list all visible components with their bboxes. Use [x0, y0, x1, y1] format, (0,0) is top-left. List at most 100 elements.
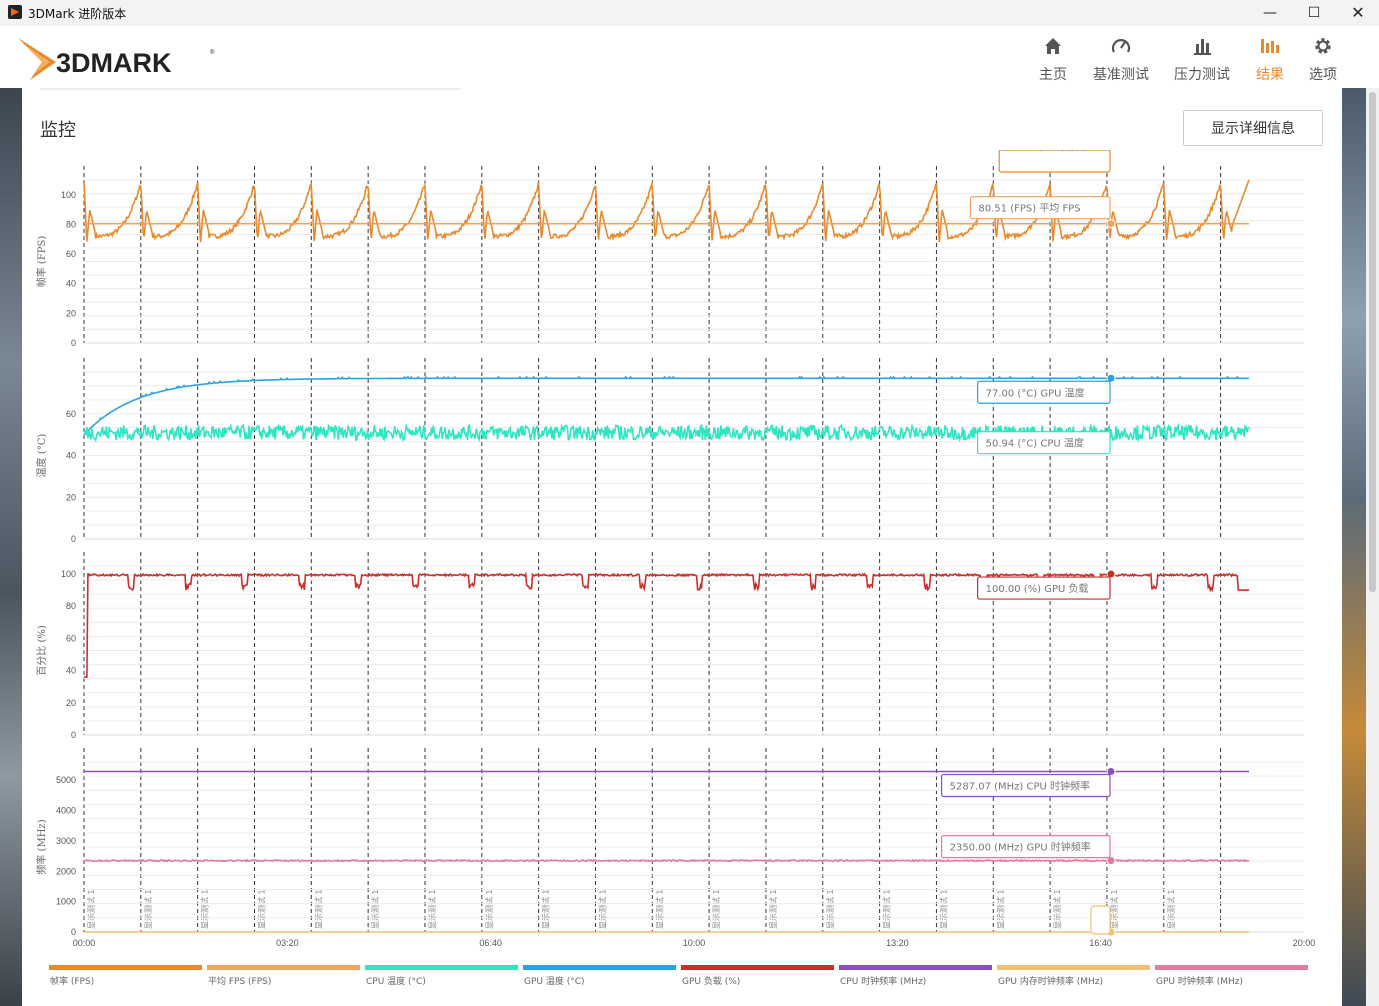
- series-line-cpu_temp: [83, 422, 1250, 443]
- y-tick-label: 20: [66, 698, 76, 708]
- nav-options[interactable]: 选项: [1288, 34, 1358, 84]
- title-bar: 3DMark 进阶版本 — ☐ ✕: [0, 0, 1379, 26]
- test-marker-label: 显示测试 1: [1166, 889, 1176, 929]
- x-tick-label: 13:20: [886, 938, 909, 948]
- section-title: 监控: [40, 120, 76, 141]
- x-tick-label: 10:00: [683, 938, 706, 948]
- y-axis-label: 频率 (MHz): [35, 819, 48, 874]
- test-marker-label: 显示测试 1: [995, 889, 1005, 929]
- y-tick-label: 60: [66, 633, 76, 643]
- tooltip-text: 5287.07 (MHz) CPU 时钟频率: [950, 779, 1090, 792]
- x-tick-label: 16:40: [1089, 938, 1112, 948]
- svg-text:®: ®: [210, 49, 215, 56]
- y-axis-label: 帧率 (FPS): [35, 236, 48, 288]
- legend-label: CPU 温度 (°C): [366, 975, 426, 987]
- tooltip-box: [976, 576, 1111, 600]
- test-marker-label: 显示测试 1: [86, 889, 96, 929]
- legend-label: GPU 温度 (°C): [524, 975, 585, 987]
- test-marker-label: 显示测试 1: [484, 889, 494, 929]
- nav-results[interactable]: 结果: [1235, 34, 1305, 84]
- test-marker-label: 显示测试 1: [370, 889, 380, 929]
- y-tick-label: 0: [71, 927, 76, 937]
- tooltip-box: [940, 773, 1111, 798]
- bar-chart-icon: [1194, 39, 1211, 55]
- tooltip-box: [940, 835, 1111, 859]
- test-marker-label: 显示测试 1: [768, 889, 778, 929]
- test-marker-label: 显示测试 1: [882, 889, 892, 929]
- monitoring-chart: 显示测试 1 显示测试 1 显示测试 1 显示测试 1 显示测试 1 显示测试 1 显示测试…: [35, 150, 1316, 987]
- 3dmark-logo: 3DMARK ®: [18, 38, 215, 80]
- tooltip-box: [976, 380, 1111, 404]
- legend-swatch-gpu_load: [681, 965, 834, 970]
- y-tick-label: 5000: [56, 775, 76, 785]
- legend-label: GPU 负载 (%): [682, 975, 740, 987]
- scrollbar[interactable]: [1366, 88, 1379, 1006]
- nav-options-label: 选项: [1309, 67, 1337, 83]
- gear-icon: [1315, 38, 1331, 54]
- legend-label: 平均 FPS (FPS): [208, 975, 271, 987]
- y-tick-label: 80: [66, 601, 76, 611]
- y-axis-label: 百分比 (%): [36, 625, 48, 676]
- x-tick-label: 06:40: [479, 938, 502, 948]
- y-tick-label: 3000: [56, 836, 76, 846]
- tab-underline: [174, 88, 460, 90]
- home-icon: [1045, 38, 1061, 54]
- scrollbar-thumb[interactable]: [1369, 92, 1376, 592]
- y-axis-label: 温度 (°C): [35, 434, 48, 478]
- test-marker-label: 显示测试 1: [427, 889, 437, 929]
- minimize-button[interactable]: —: [1263, 5, 1277, 21]
- y-tick-label: 60: [66, 409, 76, 419]
- y-tick-label: 0: [71, 534, 76, 544]
- legend-swatch-gpu_temp: [523, 965, 676, 970]
- nav-results-label: 结果: [1256, 67, 1284, 83]
- nav-benchmarks[interactable]: 基准测试: [1086, 34, 1156, 84]
- legend-swatch-avg_fps: [207, 965, 360, 970]
- test-marker-label: 显示测试 1: [654, 889, 664, 929]
- x-tick-label: 00:00: [73, 938, 96, 948]
- legend-label: CPU 时钟频率 (MHz): [840, 975, 926, 987]
- hover-point-gpu_load: [1106, 569, 1116, 579]
- tooltip-box: [969, 196, 1111, 220]
- show-details-button[interactable]: 显示详细信息: [1183, 110, 1323, 146]
- tab-underline: [40, 88, 190, 90]
- gauge-icon: [1111, 39, 1131, 53]
- legend-label: 帧率 (FPS): [50, 975, 94, 987]
- nav-home[interactable]: 主页: [1018, 34, 1088, 84]
- maximize-button[interactable]: ☐: [1307, 5, 1321, 21]
- tooltip-text: 78.56 (FPS) 帧率: [1007, 150, 1088, 153]
- window-title: 3DMark 进阶版本: [28, 7, 127, 21]
- legend-swatch-gpu_clock: [1155, 965, 1308, 970]
- hover-point-gpu_clock: [1106, 856, 1116, 866]
- svg-text:3DMARK: 3DMARK: [56, 48, 172, 78]
- x-tick-label: 03:20: [276, 938, 299, 948]
- close-button[interactable]: ✕: [1351, 3, 1365, 22]
- legend-swatch-cpu_clock: [839, 965, 992, 970]
- test-marker-label: 显示测试 1: [541, 889, 551, 929]
- nav-stress-tests-label: 压力测试: [1174, 67, 1230, 83]
- legend-label: GPU 时钟频率 (MHz): [1156, 975, 1243, 987]
- hover-point-gpu_temp: [1106, 373, 1116, 383]
- tooltip-text: 50.94 (°C) CPU 温度: [986, 437, 1084, 450]
- y-tick-label: 1000: [56, 897, 76, 907]
- tooltip-text: 77.00 (°C) GPU 温度: [986, 386, 1085, 399]
- y-tick-label: 100: [61, 569, 76, 579]
- test-marker-label: 显示测试 1: [200, 889, 210, 929]
- legend-swatch-fps: [49, 965, 202, 970]
- y-tick-label: 60: [66, 249, 76, 259]
- y-tick-label: 20: [66, 308, 76, 318]
- nav-stress-tests[interactable]: 压力测试: [1167, 34, 1237, 84]
- y-tick-label: 2000: [56, 866, 76, 876]
- background-image-left: [0, 88, 22, 1006]
- test-marker-label: 显示测试 1: [711, 889, 721, 929]
- series-line-gpu_load: [84, 571, 1249, 678]
- x-tick-label: 20:00: [1293, 938, 1316, 948]
- legend-label: GPU 内存时钟频率 (MHz): [998, 975, 1103, 987]
- test-marker-label: 显示测试 1: [1052, 889, 1062, 929]
- legend-swatch-cpu_temp: [365, 965, 518, 970]
- y-tick-label: 0: [71, 730, 76, 740]
- series-line-gpu_clock: [83, 858, 1250, 863]
- test-marker-label: 显示测试 1: [938, 889, 948, 929]
- y-tick-label: 80: [66, 219, 76, 229]
- tooltip-box: [976, 431, 1111, 455]
- y-tick-label: 40: [66, 666, 76, 676]
